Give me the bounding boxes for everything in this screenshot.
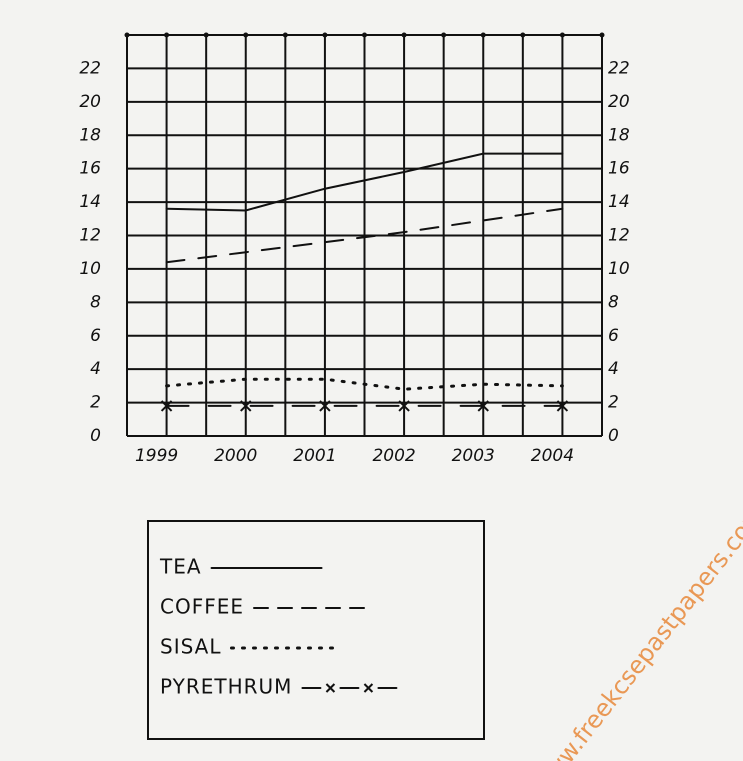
x-tick-label: 2001 <box>293 446 336 466</box>
y2-tick-label: 22 <box>608 58 630 78</box>
y-tick-label: 8 <box>90 292 101 312</box>
x-tick-label: 2002 <box>372 446 415 466</box>
y2-tick-label: 14 <box>608 192 630 212</box>
y-tick-label: 12 <box>79 226 101 246</box>
watermark: www.freekcsepastpapers.com <box>528 499 743 761</box>
legend-x-marker <box>363 683 374 693</box>
x-marker <box>160 400 173 412</box>
x-marker <box>240 400 252 412</box>
series-line <box>165 207 564 264</box>
x-marker <box>477 400 489 412</box>
y-tick-label: 20 <box>79 92 101 112</box>
y2-tick-label: 12 <box>608 226 630 246</box>
legend-label: SISAL <box>160 635 221 659</box>
x-tick-label: 2000 <box>214 446 257 466</box>
legend-x-marker <box>325 683 336 693</box>
series-line <box>165 377 564 391</box>
y2-tick-label: 10 <box>608 259 630 279</box>
series-line <box>165 152 564 212</box>
y2-tick-label: 2 <box>608 393 619 413</box>
x-marker <box>398 400 410 412</box>
y2-tick-label: 0 <box>608 426 619 446</box>
legend-label: TEA <box>159 555 202 579</box>
y2-tick-label: 18 <box>608 125 630 145</box>
x-marker <box>556 400 569 412</box>
x-marker <box>319 400 331 412</box>
legend-label: COFFEE <box>160 595 244 619</box>
legend-box <box>147 520 485 740</box>
y-tick-label: 10 <box>79 259 101 279</box>
y-tick-label: 18 <box>79 125 101 145</box>
y2-tick-label: 8 <box>608 292 619 312</box>
x-tick-label: 2003 <box>452 446 495 466</box>
y2-tick-label: 20 <box>608 92 630 112</box>
x-tick-label: 2004 <box>531 446 574 466</box>
y-tick-label: 16 <box>79 159 101 179</box>
y-tick-label: 0 <box>90 426 101 446</box>
y2-tick-label: 16 <box>608 159 630 179</box>
y-tick-label: 22 <box>79 58 101 78</box>
y-tick-label: 2 <box>90 393 101 413</box>
y2-tick-label: 6 <box>608 326 619 346</box>
x-tick-label: 1999 <box>135 446 178 466</box>
y-tick-label: 6 <box>90 326 101 346</box>
y2-tick-label: 4 <box>608 359 619 379</box>
y-tick-label: 4 <box>90 359 101 379</box>
legend-label: PYRETHRUM <box>160 675 292 699</box>
y-tick-label: 14 <box>79 192 101 212</box>
